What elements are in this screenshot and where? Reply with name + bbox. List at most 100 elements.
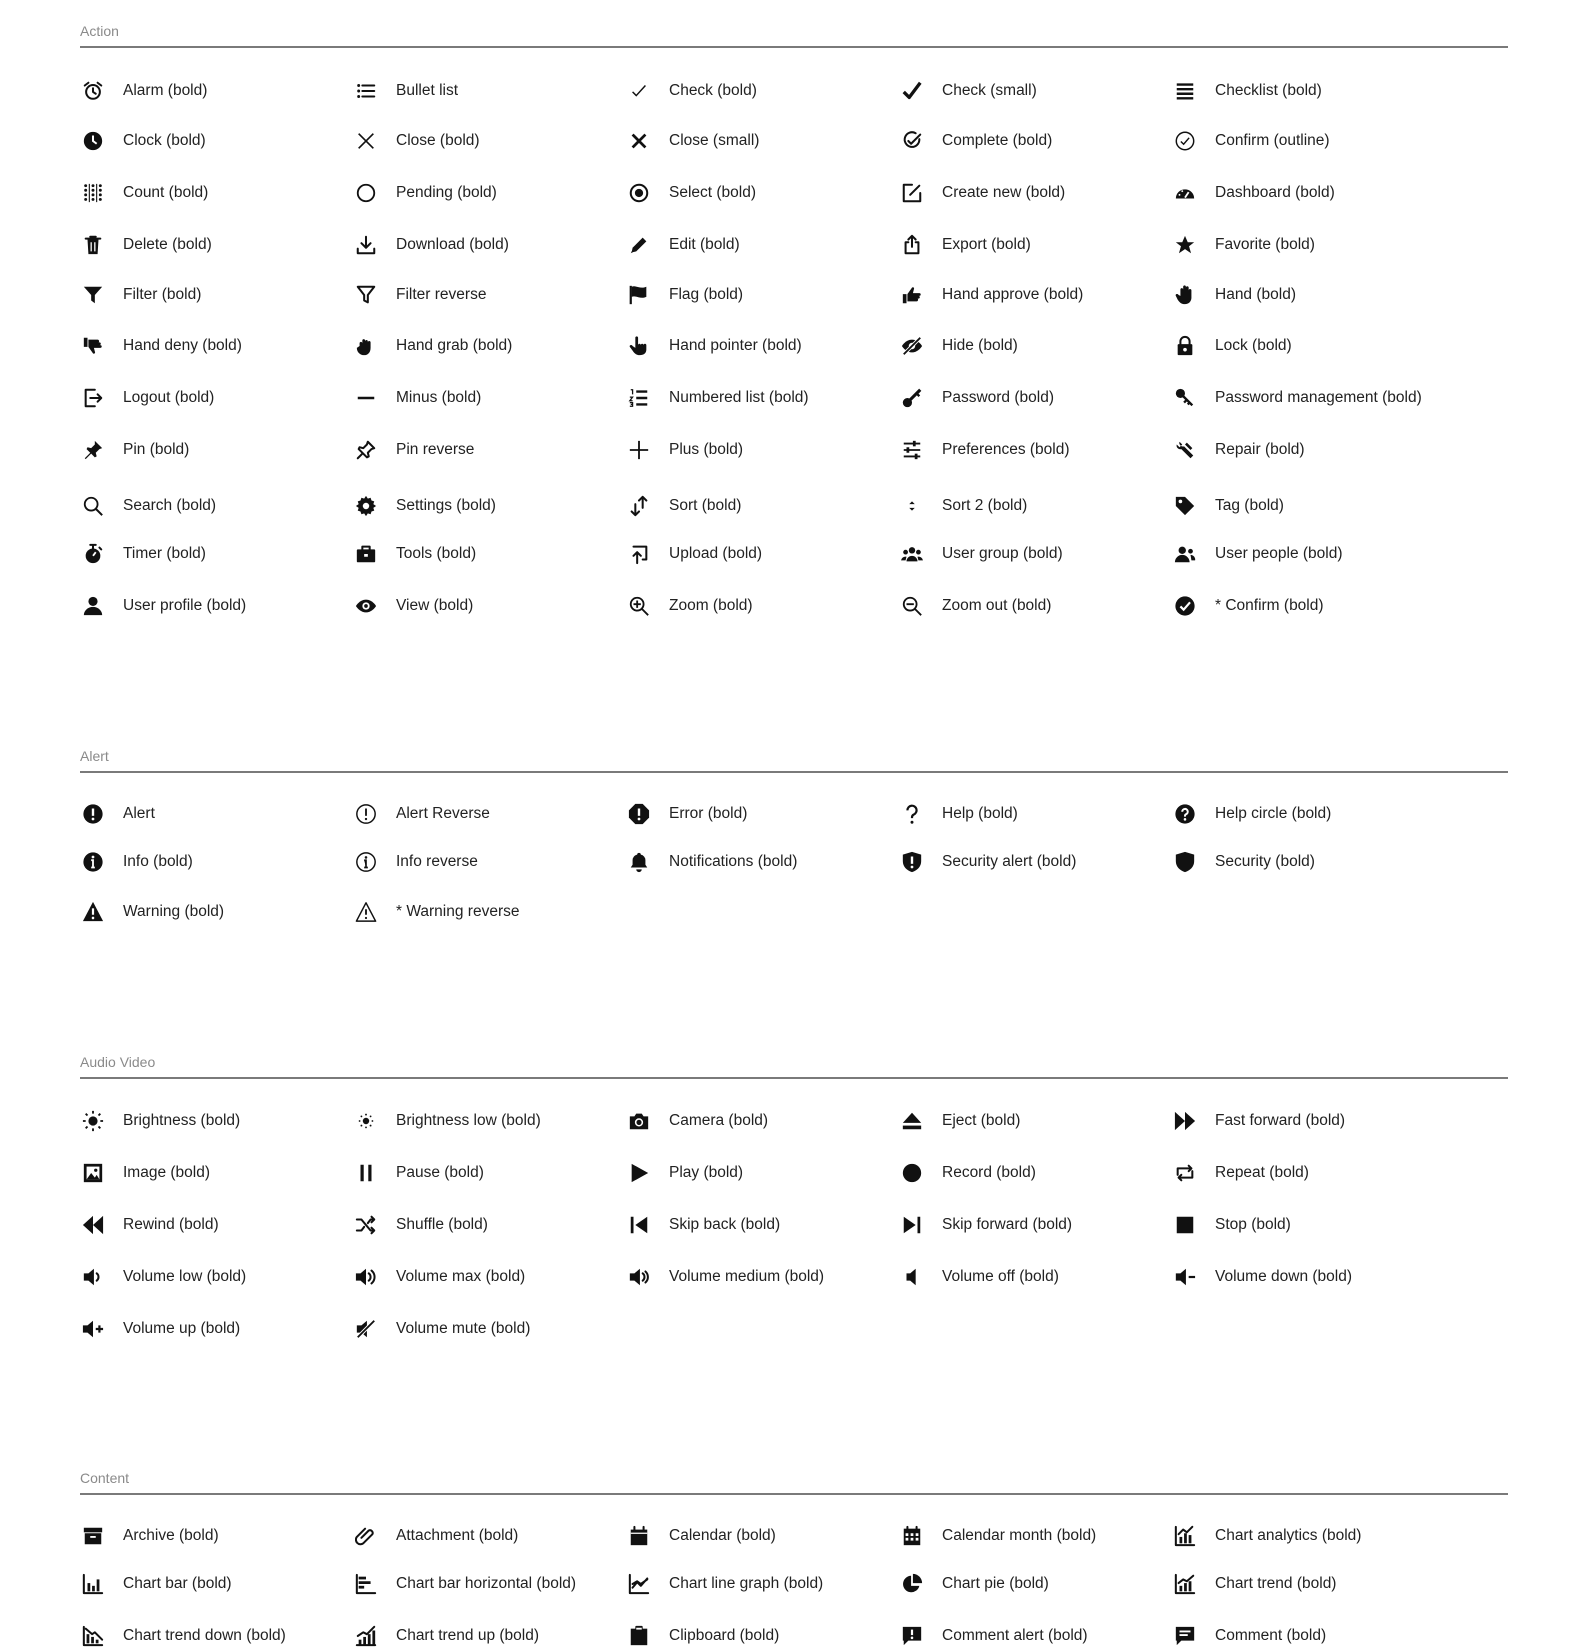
icon-item: Volume off (bold): [899, 1265, 1059, 1289]
close-thin-icon: [353, 129, 379, 153]
icon-label: Skip back (bold): [669, 1216, 781, 1233]
icon-label: Tools (bold): [396, 545, 477, 562]
icon-item: Tag (bold): [1172, 494, 1284, 518]
icon-label: Clock (bold): [123, 132, 206, 149]
icon-label: Clipboard (bold): [669, 1627, 780, 1644]
sort-icon: [626, 494, 652, 518]
chart-trend-up-icon: [353, 1624, 379, 1648]
zoom-in-icon: [626, 594, 652, 618]
check-heavy-icon: [899, 79, 925, 103]
icon-item: Delete (bold): [80, 233, 212, 257]
icon-item: Confirm (outline): [1172, 129, 1330, 153]
icon-label: Settings (bold): [396, 497, 496, 514]
icon-item: Pin (bold): [80, 438, 189, 462]
plus-icon: [626, 438, 652, 462]
icon-item: Volume max (bold): [353, 1265, 525, 1289]
icon-item: Filter (bold): [80, 283, 201, 307]
icon-item: Close (bold): [353, 129, 480, 153]
icon-label: Zoom (bold): [669, 597, 753, 614]
play-icon: [626, 1161, 652, 1185]
icon-label: Fast forward (bold): [1215, 1112, 1346, 1129]
volume-up-icon: [80, 1317, 106, 1341]
icon-label: Download (bold): [396, 236, 509, 253]
icon-label: Info reverse: [396, 853, 478, 870]
icon-label: Chart trend up (bold): [396, 1627, 540, 1644]
icon-label: Preferences (bold): [942, 441, 1070, 458]
icon-label: Brightness (bold): [123, 1112, 241, 1129]
clock-icon: [80, 129, 106, 153]
icon-label: * Confirm (bold): [1215, 597, 1324, 614]
pause-icon: [353, 1161, 379, 1185]
confirm-filled-icon: [1172, 594, 1198, 618]
section-alert: Alert Alert Alert Reverse Error (bold) Help …: [80, 747, 1508, 922]
icon-label: Minus (bold): [396, 389, 482, 406]
chart-bar-horizontal-icon: [353, 1572, 379, 1596]
icon-item: Settings (bold): [353, 494, 496, 518]
brightness-low-icon: [353, 1109, 379, 1133]
icon-label: Hand pointer (bold): [669, 337, 802, 354]
info-icon: [80, 850, 106, 874]
icon-item: Chart bar horizontal (bold): [353, 1572, 576, 1596]
export-icon: [899, 233, 925, 257]
icon-item: Edit (bold): [626, 233, 740, 257]
icon-label: Close (bold): [396, 132, 480, 149]
pin-icon: [80, 438, 106, 462]
icon-item: Comment alert (bold): [899, 1624, 1088, 1648]
icon-label: Repeat (bold): [1215, 1164, 1309, 1181]
icon-item: Chart trend up (bold): [353, 1624, 539, 1648]
icon-item: Bullet list: [353, 79, 458, 103]
icon-label: User profile (bold): [123, 597, 247, 614]
icon-label: User group (bold): [942, 545, 1063, 562]
icon-label: Calendar (bold): [669, 1527, 776, 1544]
calendar-month-icon: [899, 1524, 925, 1548]
icon-item: Notifications (bold): [626, 850, 797, 874]
icon-item: Count (bold): [80, 181, 208, 205]
timer-icon: [80, 542, 106, 566]
icon-item: Skip back (bold): [626, 1213, 780, 1237]
hand-deny-icon: [80, 334, 106, 358]
icon-item: Plus (bold): [626, 438, 743, 462]
icon-label: Rewind (bold): [123, 1216, 219, 1233]
warning-reverse-icon: [353, 900, 379, 924]
icon-label: Volume up (bold): [123, 1320, 241, 1337]
icon-item: Search (bold): [80, 494, 216, 518]
icon-item: Comment (bold): [1172, 1624, 1326, 1648]
icon-item: Volume up (bold): [80, 1317, 240, 1341]
icon-label: Comment alert (bold): [942, 1627, 1088, 1644]
chart-line-graph-icon: [626, 1572, 652, 1596]
zoom-out-icon: [899, 594, 925, 618]
icon-item: Hide (bold): [899, 334, 1018, 358]
icon-label: Alert Reverse: [396, 805, 490, 822]
upload-icon: [626, 542, 652, 566]
icon-label: Upload (bold): [669, 545, 763, 562]
comment-icon: [1172, 1624, 1198, 1648]
icon-label: Security alert (bold): [942, 853, 1077, 870]
icon-label: Security (bold): [1215, 853, 1315, 870]
icon-label: Stop (bold): [1215, 1216, 1291, 1233]
icon-label: Record (bold): [942, 1164, 1036, 1181]
icon-label: Warning (bold): [123, 903, 225, 920]
icon-label: Count (bold): [123, 184, 209, 201]
icon-label: Volume mute (bold): [396, 1320, 531, 1337]
logout-icon: [80, 386, 106, 410]
bullet-list-icon: [353, 79, 379, 103]
icon-item: Shuffle (bold): [353, 1213, 488, 1237]
icon-item: Camera (bold): [626, 1109, 768, 1133]
icon-item: Info (bold): [80, 850, 193, 874]
sort-2-icon: [899, 494, 925, 518]
chart-bar-icon: [80, 1572, 106, 1596]
section-divider: [80, 771, 1508, 773]
icon-label: Pending (bold): [396, 184, 497, 201]
icon-item: Help circle (bold): [1172, 802, 1331, 826]
icon-label: Attachment (bold): [396, 1527, 519, 1544]
icon-item: Rewind (bold): [80, 1213, 219, 1237]
icon-item: Checklist (bold): [1172, 79, 1322, 103]
icon-label: Password management (bold): [1215, 389, 1422, 406]
icon-item: Chart bar (bold): [80, 1572, 232, 1596]
favorite-icon: [1172, 233, 1198, 257]
icon-label: Chart trend down (bold): [123, 1627, 286, 1644]
icon-item: Download (bold): [353, 233, 509, 257]
icon-item: Pin reverse: [353, 438, 474, 462]
icon-label: Password (bold): [942, 389, 1054, 406]
icon-item: Repeat (bold): [1172, 1161, 1309, 1185]
